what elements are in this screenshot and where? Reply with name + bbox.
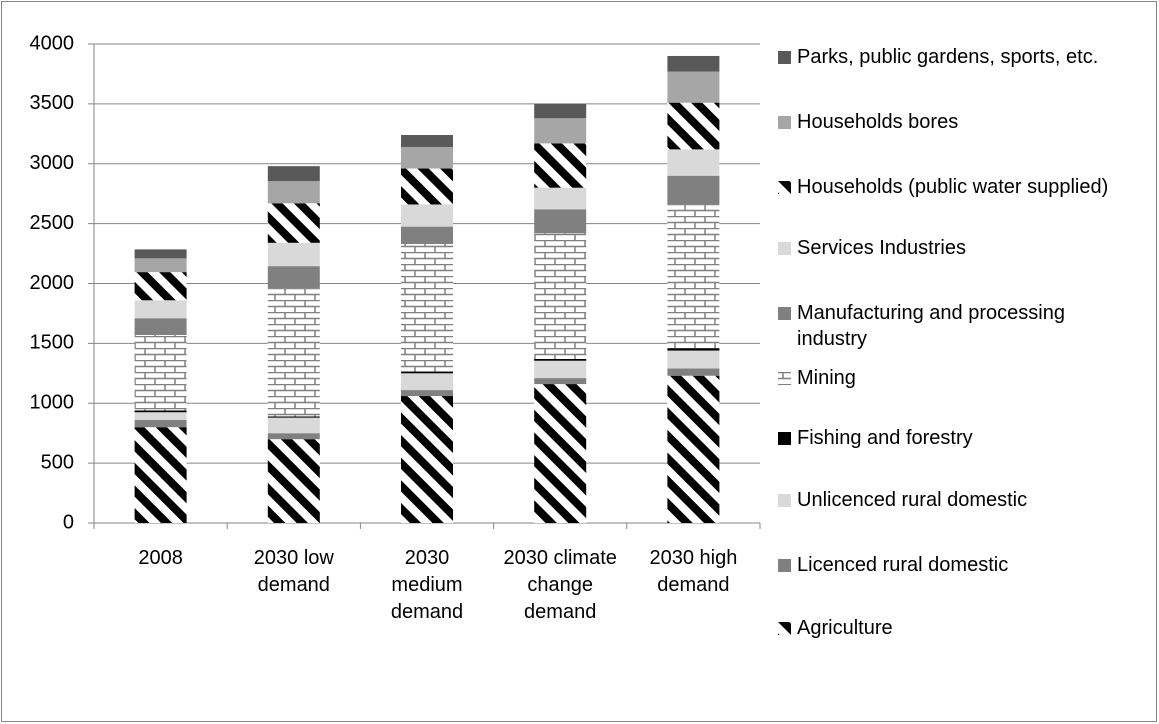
bar-segment — [267, 242, 320, 267]
bar-segment — [667, 204, 720, 349]
bar-segment — [134, 420, 187, 428]
legend-swatch — [778, 494, 791, 507]
legend-label: Households (public water supplied) — [797, 176, 1109, 198]
legend-entry: Fishing and forestry — [778, 425, 1123, 451]
bar-segment — [667, 102, 720, 150]
y-tick-label: 2500 — [30, 212, 75, 234]
legend-swatch — [778, 51, 791, 64]
bar-segment — [667, 71, 720, 103]
legend-label: Unlicenced rural domestic — [797, 489, 1028, 511]
legend-label: Licenced rural domestic — [797, 554, 1009, 576]
bar-segment — [401, 168, 453, 205]
bar-segment — [267, 166, 320, 182]
legend-entry: Mining — [778, 365, 1123, 391]
legend-label: Services Industries — [797, 237, 966, 259]
bar-segment — [134, 318, 187, 335]
legend-swatch — [778, 432, 791, 445]
legend-swatch — [778, 242, 791, 255]
bar-segment — [267, 288, 320, 417]
bar-segment — [401, 226, 453, 244]
y-tick-label: 0 — [63, 511, 74, 533]
bar-segment — [401, 371, 453, 374]
y-tick-label: 2000 — [30, 272, 75, 294]
bar-segment — [667, 350, 720, 369]
bar-segment — [134, 300, 187, 319]
y-tick-label: 4000 — [30, 32, 75, 54]
legend-swatch — [778, 116, 791, 129]
bar-segment — [401, 146, 453, 169]
legend-swatch — [778, 559, 791, 572]
bar-segment — [401, 135, 453, 147]
bar-segment — [534, 103, 587, 119]
bar-segment — [667, 375, 720, 523]
y-tick-label: 1000 — [30, 392, 75, 414]
bar-segment — [401, 396, 453, 523]
bar-segment — [401, 390, 453, 397]
bar-segment — [267, 416, 320, 418]
legend-swatch — [778, 307, 791, 320]
bar-segment — [134, 427, 187, 523]
legend-entry: Licenced rural domestic — [778, 552, 1123, 578]
y-tick-label: 500 — [41, 451, 74, 473]
legend-label: Mining — [797, 367, 856, 389]
bar-segment — [534, 358, 587, 361]
bar-segment — [267, 439, 320, 523]
x-tick-label: 2030 medium demand — [390, 547, 464, 623]
bar-segment — [134, 412, 187, 421]
bar-segment — [401, 204, 453, 227]
bar-segment — [667, 55, 720, 72]
y-tick-label: 1500 — [30, 332, 75, 354]
bar-segment — [267, 266, 320, 289]
bar-segment — [534, 360, 587, 379]
legend-label: Manufacturing and processing industry — [797, 302, 1065, 350]
bar-segment — [534, 384, 587, 523]
legend-entry: Households bores — [778, 109, 1123, 135]
legend-entry: Households (public water supplied) — [778, 174, 1123, 200]
bar-segment — [534, 378, 587, 385]
bar-segment — [267, 433, 320, 440]
bar-segment — [134, 258, 187, 273]
bar-segment — [134, 272, 187, 301]
bar-segment — [534, 233, 587, 359]
bar-segment — [267, 417, 320, 434]
bar-segment — [667, 368, 720, 376]
legend-label: Households bores — [797, 111, 959, 133]
bar-segment — [401, 373, 453, 391]
bar-segment — [534, 209, 587, 234]
y-tick-label: 3500 — [30, 92, 75, 114]
bar-segment — [667, 175, 720, 205]
y-tick-label: 3000 — [30, 152, 75, 174]
bar-segment — [134, 410, 187, 413]
x-tick-label: 2030 high demand — [649, 547, 738, 596]
legend-swatch — [778, 622, 791, 635]
legend-label: Agriculture — [797, 617, 893, 639]
legend-entry: Parks, public gardens, sports, etc. — [778, 44, 1123, 70]
legend-entry: Unlicenced rural domestic — [778, 487, 1123, 513]
legend-swatch — [778, 181, 791, 194]
legend-entry: Manufacturing and processing industry — [778, 300, 1123, 352]
legend-swatch — [778, 372, 791, 385]
x-tick-label: 2030 low demand — [253, 547, 334, 596]
bar-segment — [667, 348, 720, 351]
x-tick-label: 2030 climate change demand — [503, 547, 617, 623]
bar-segment — [667, 149, 720, 176]
legend-entry: Services Industries — [778, 235, 1123, 261]
bar-segment — [401, 243, 453, 372]
bar-segment — [534, 187, 587, 210]
bar-segment — [267, 203, 320, 243]
legend-label: Fishing and forestry — [797, 427, 973, 449]
legend-entry: Agriculture — [778, 615, 1123, 641]
bar-segment — [267, 181, 320, 204]
bar-segment — [534, 143, 587, 188]
bar-segment — [134, 334, 187, 411]
legend-label: Parks, public gardens, sports, etc. — [797, 46, 1099, 68]
x-tick-label: 2008 — [138, 547, 183, 569]
bar-segment — [134, 249, 187, 259]
bar-segment — [534, 118, 587, 144]
